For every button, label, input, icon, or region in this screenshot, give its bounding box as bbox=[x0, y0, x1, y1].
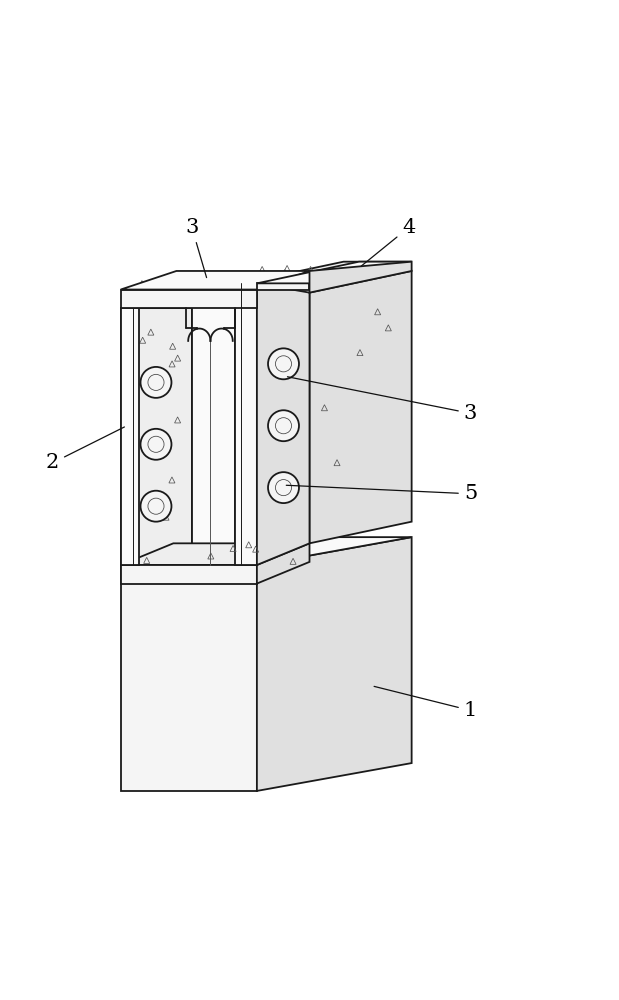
Polygon shape bbox=[121, 308, 192, 565]
Polygon shape bbox=[310, 271, 412, 543]
Polygon shape bbox=[121, 565, 257, 584]
Circle shape bbox=[268, 410, 299, 441]
Circle shape bbox=[141, 367, 171, 398]
Polygon shape bbox=[121, 543, 310, 565]
Polygon shape bbox=[235, 283, 257, 565]
Text: 5: 5 bbox=[286, 484, 477, 503]
Polygon shape bbox=[192, 283, 235, 565]
Polygon shape bbox=[310, 262, 412, 293]
Text: 2: 2 bbox=[46, 427, 124, 472]
Polygon shape bbox=[121, 565, 257, 791]
Circle shape bbox=[141, 491, 171, 522]
Polygon shape bbox=[121, 537, 412, 565]
Circle shape bbox=[268, 348, 299, 379]
Text: 3: 3 bbox=[185, 218, 207, 278]
Polygon shape bbox=[121, 290, 257, 308]
Circle shape bbox=[141, 429, 171, 460]
Polygon shape bbox=[257, 262, 412, 283]
Polygon shape bbox=[257, 283, 310, 290]
Polygon shape bbox=[121, 283, 285, 308]
Circle shape bbox=[268, 472, 299, 503]
Text: 4: 4 bbox=[361, 218, 415, 266]
Polygon shape bbox=[121, 308, 139, 565]
Polygon shape bbox=[257, 283, 310, 565]
Polygon shape bbox=[257, 537, 412, 791]
Polygon shape bbox=[121, 271, 310, 290]
Text: 1: 1 bbox=[374, 686, 477, 720]
Text: 3: 3 bbox=[287, 377, 477, 423]
Polygon shape bbox=[241, 262, 412, 283]
Polygon shape bbox=[257, 543, 310, 584]
